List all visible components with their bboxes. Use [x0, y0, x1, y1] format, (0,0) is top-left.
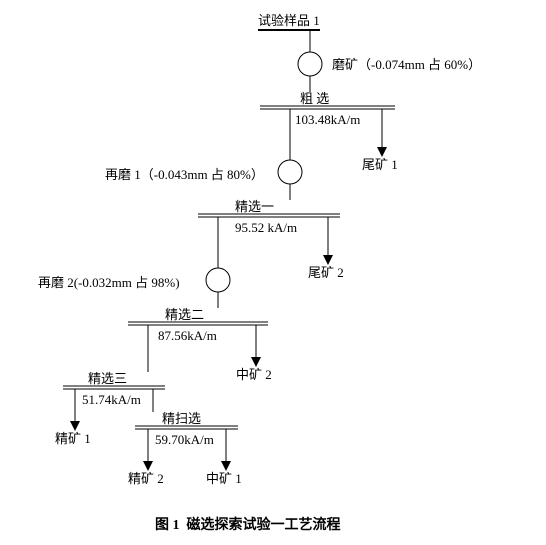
- stage-value-clean3: 51.74kA/m: [82, 393, 141, 406]
- grind-op-label-1: 再磨 1（-0.043mm 占 80%）: [105, 168, 264, 181]
- output-mid-1: 中矿 1: [206, 472, 242, 485]
- root-sample: 试验样品 1: [258, 14, 320, 31]
- figure-caption: 图 1 磁选探索试验一工艺流程: [155, 514, 341, 534]
- grind-op-label-0: 磨矿（-0.074mm 占 60%）: [332, 58, 481, 71]
- stage-value-clean1: 95.52 kA/m: [235, 221, 297, 234]
- stage-label-coarse: 粗 选: [300, 92, 329, 105]
- output-conc-2: 精矿 2: [128, 472, 164, 485]
- stage-value-clean2: 87.56kA/m: [158, 329, 217, 342]
- output-tail-1: 尾矿 1: [362, 158, 398, 171]
- stage-label-scav: 精扫选: [162, 412, 201, 425]
- stage-label-clean2: 精选二: [165, 308, 204, 321]
- stage-value-coarse: 103.48kA/m: [295, 113, 360, 126]
- stage-value-scav: 59.70kA/m: [155, 433, 214, 446]
- output-conc-1: 精矿 1: [55, 432, 91, 445]
- output-mid-2: 中矿 2: [236, 368, 272, 381]
- grind-op-label-2: 再磨 2(-0.032mm 占 98%): [38, 276, 180, 289]
- output-tail-2: 尾矿 2: [308, 266, 344, 279]
- stage-label-clean1: 精选一: [235, 200, 274, 213]
- stage-label-clean3: 精选三: [88, 372, 127, 385]
- caption-prefix: 图 1: [155, 518, 180, 533]
- caption-text: 磁选探索试验一工艺流程: [187, 518, 341, 533]
